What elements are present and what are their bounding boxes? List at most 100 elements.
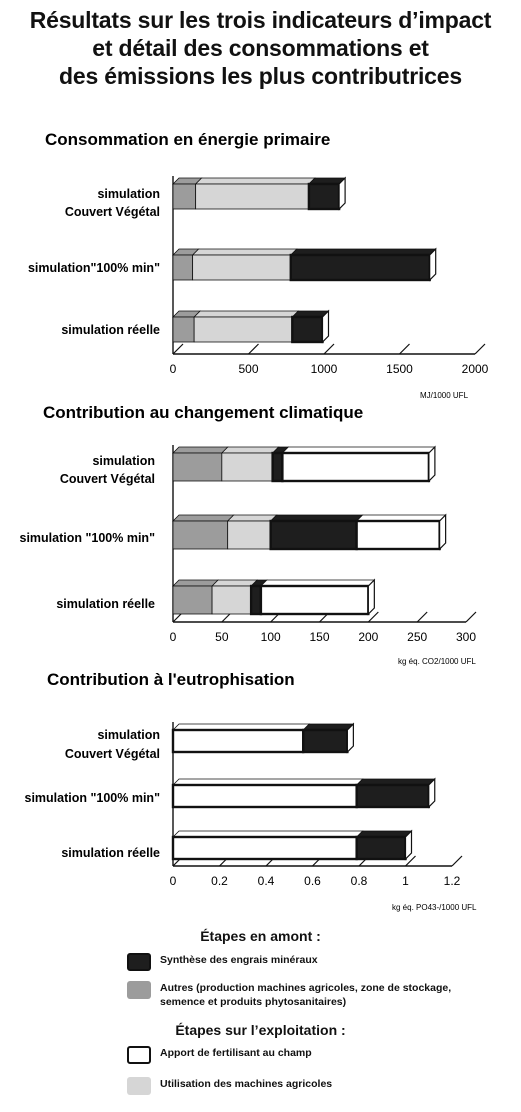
legend-swatch-machines	[127, 1077, 151, 1095]
category-label: simulation réelle	[61, 846, 160, 860]
x-tick-label: 250	[407, 630, 427, 644]
bar-segment-top	[172, 579, 220, 587]
x-tick-label: 0.8	[351, 874, 368, 888]
x-tick-mark	[367, 611, 379, 623]
bar-segment-top	[172, 514, 235, 522]
category-label: Couvert Végétal	[65, 205, 160, 219]
bar-segment	[192, 254, 292, 281]
x-tick-mark	[248, 343, 259, 355]
legend-item-autres: Autres (production machines agricoles, z…	[127, 981, 480, 1009]
bar-side	[428, 445, 436, 483]
legend-swatch-autres	[127, 981, 151, 999]
category-label: simulation"100% min"	[28, 261, 160, 275]
legend-swatch-engrais	[127, 953, 151, 971]
bar-segment	[211, 585, 252, 615]
bar-segment	[259, 584, 370, 616]
bar-segment	[195, 183, 310, 210]
x-tick-label: 0	[170, 362, 177, 376]
legend-item-engrais: Synthèse des engrais minéraux	[127, 953, 480, 971]
x-tick-mark	[172, 343, 184, 355]
bar-segment	[193, 316, 293, 343]
x-tick-mark	[474, 343, 486, 355]
title-line-3: des émissions les plus contributrices	[59, 63, 462, 89]
bar-side	[429, 247, 437, 282]
bar-segment	[172, 452, 223, 482]
bar-segment	[291, 315, 324, 344]
x-tick-label: 150	[309, 630, 329, 644]
x-tick-label: 0.4	[258, 874, 275, 888]
legend-item-apport: Apport de fertilisant au champ	[127, 1046, 480, 1064]
chart-title: Contribution à l'eutrophisation	[47, 670, 295, 689]
bar-segment	[355, 519, 441, 551]
category-label: simulation	[97, 728, 160, 742]
unit-label: MJ/1000 UFL	[420, 391, 469, 400]
bar-segment	[172, 316, 195, 343]
x-tick-label: 200	[358, 630, 378, 644]
bar-side	[346, 722, 354, 754]
x-tick-label: 500	[238, 362, 258, 376]
bar-segment	[172, 520, 229, 550]
x-tick-mark	[465, 611, 477, 623]
chart-title: Consommation en énergie primaire	[45, 130, 330, 149]
x-tick-label: 50	[215, 630, 229, 644]
bar-side	[439, 513, 447, 551]
x-tick-label: 2000	[462, 362, 489, 376]
bar-segment	[269, 519, 358, 551]
bar-segment	[271, 451, 284, 483]
x-tick-mark	[451, 855, 463, 867]
x-tick-label: 0.2	[211, 874, 228, 888]
x-tick-mark	[323, 343, 335, 355]
bar-segment	[172, 254, 194, 281]
x-tick-label: 0.6	[304, 874, 321, 888]
bar-segment	[171, 783, 358, 809]
x-tick-mark	[405, 855, 416, 867]
bar-segment-top	[172, 446, 229, 454]
category-label: simulation réelle	[61, 323, 160, 337]
category-label: simulation	[92, 454, 155, 468]
bar-segment-top	[194, 177, 316, 185]
bar-segment	[171, 728, 305, 754]
bar-segment-top	[220, 446, 280, 454]
bar-segment	[355, 783, 430, 809]
x-tick-mark	[416, 611, 428, 623]
category-label: simulation réelle	[56, 597, 155, 611]
bar-side	[428, 777, 436, 809]
unit-label: kg éq. CO2/1000 UFL	[398, 657, 476, 666]
x-tick-label: 0	[170, 630, 177, 644]
category-label: simulation "100% min"	[25, 791, 161, 805]
x-tick-label: 0	[170, 874, 177, 888]
bar-segment	[172, 183, 197, 210]
category-label: Couvert Végétal	[60, 472, 155, 486]
bar-segment	[249, 584, 263, 616]
bar-segment	[171, 835, 358, 861]
bar-segment	[307, 182, 341, 211]
legend-label-machines: Utilisation des machines agricoles	[160, 1078, 333, 1090]
legend-exploitation-title: Étapes sur l’exploitation :	[175, 1022, 346, 1038]
legend-swatch-apport	[127, 1046, 151, 1064]
unit-label: kg éq. PO43-/1000 UFL	[392, 903, 477, 912]
bar-segment	[281, 451, 431, 483]
bar-side	[338, 176, 346, 211]
legend-amont-title: Étapes en amont :	[200, 928, 321, 944]
legend-label-apport: Apport de fertilisant au champ	[160, 1047, 312, 1059]
bar-segment	[302, 728, 349, 754]
bar-side	[367, 578, 375, 616]
x-tick-label: 100	[261, 630, 281, 644]
x-tick-mark	[399, 343, 410, 355]
page-title: Résultats sur les trois indicateurs d’im…	[0, 6, 521, 90]
x-tick-label: 1.2	[444, 874, 461, 888]
legend-label-engrais: Synthèse des engrais minéraux	[160, 954, 318, 966]
x-tick-label: 1	[402, 874, 409, 888]
chart-2: Contribution au changement climatique 0 50…	[20, 403, 477, 666]
bar-side	[404, 829, 413, 861]
x-tick-label: 1500	[386, 362, 413, 376]
chart-3: Contribution à l'eutrophisation 0 0.2 0.4 0.…	[25, 670, 478, 912]
chart-1: Consommation en énergie primaire 0 500 1000…	[28, 130, 489, 400]
x-tick-label: 1000	[311, 362, 338, 376]
legend-item-machines: Utilisation des machines agricoles	[127, 1077, 480, 1095]
bar-side	[321, 309, 330, 344]
bar-segment	[355, 835, 407, 861]
bar-segment	[221, 452, 274, 482]
x-tick-label: 300	[456, 630, 476, 644]
